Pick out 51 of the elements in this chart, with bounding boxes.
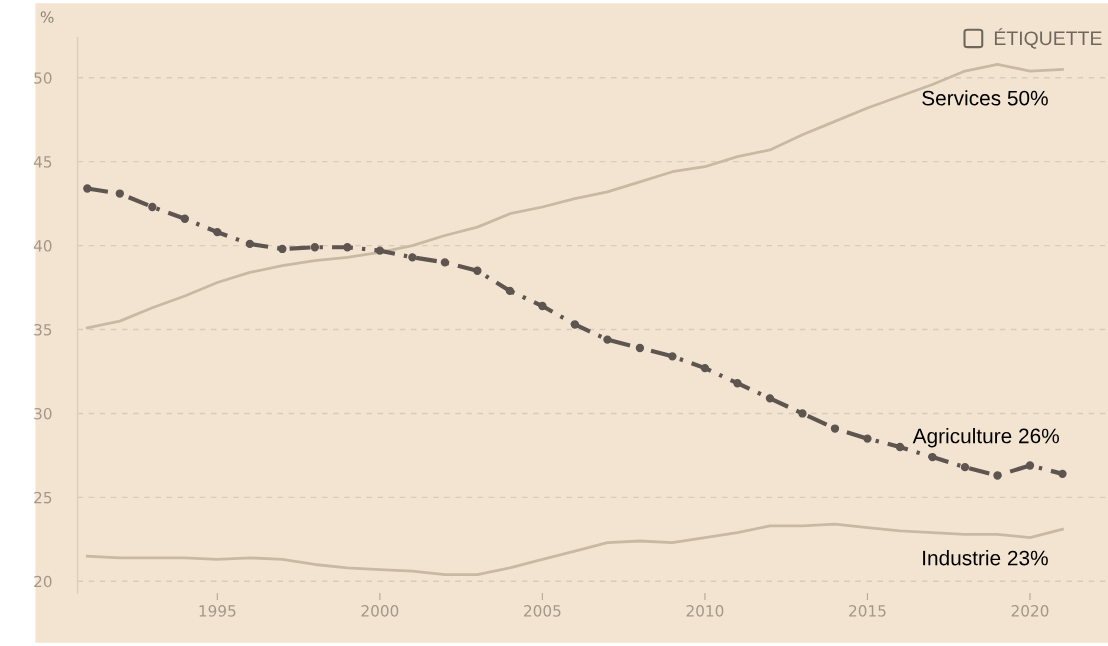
y-tick-label: 35 — [34, 323, 52, 336]
point — [993, 471, 1002, 480]
series-label: Services 50% — [922, 90, 1048, 106]
point — [603, 335, 612, 344]
series-label: Agriculture 26% — [912, 428, 1059, 448]
point — [733, 379, 742, 388]
point — [115, 189, 124, 198]
point — [180, 214, 189, 223]
point — [278, 244, 287, 254]
point — [83, 184, 92, 193]
point — [440, 258, 450, 267]
y-tick-label: 45 — [33, 156, 52, 168]
point — [538, 301, 547, 311]
y-tick-label: 25 — [34, 491, 52, 504]
point — [473, 266, 482, 275]
point — [408, 253, 417, 262]
point — [635, 343, 645, 353]
point — [343, 243, 352, 252]
line-series — [85, 62, 1064, 330]
line-series — [85, 522, 1064, 576]
point — [505, 286, 515, 296]
annotation: ÉTIQUETTE — [994, 28, 1102, 49]
y-tick-label: 50 — [34, 72, 52, 84]
y-axis-title: % — [40, 11, 54, 23]
point — [213, 227, 222, 237]
y-tick-label: 30 — [34, 407, 52, 420]
point — [830, 424, 840, 433]
point — [570, 320, 580, 329]
point — [310, 243, 320, 252]
point — [960, 462, 970, 472]
x-tick-label: 2015 — [849, 605, 886, 617]
point — [148, 202, 157, 212]
point — [700, 363, 710, 373]
x-tick-label: 2020 — [1011, 605, 1049, 617]
x-tick-label: 2010 — [686, 605, 724, 617]
series-label: Industrie 23% — [923, 550, 1048, 566]
x-tick-label: 2005 — [524, 605, 561, 617]
point — [895, 442, 905, 452]
point — [928, 452, 937, 462]
point — [375, 246, 385, 255]
y-tick-label: 20 — [34, 575, 52, 588]
point — [668, 352, 677, 361]
point — [1058, 469, 1067, 479]
point — [863, 434, 872, 443]
x-tick-label: 1995 — [199, 605, 236, 617]
point — [245, 239, 255, 249]
point — [765, 394, 775, 403]
point — [798, 409, 807, 418]
x-tick-label: 2000 — [361, 605, 399, 617]
y-tick-label: 40 — [33, 240, 52, 252]
point — [1025, 461, 1035, 470]
